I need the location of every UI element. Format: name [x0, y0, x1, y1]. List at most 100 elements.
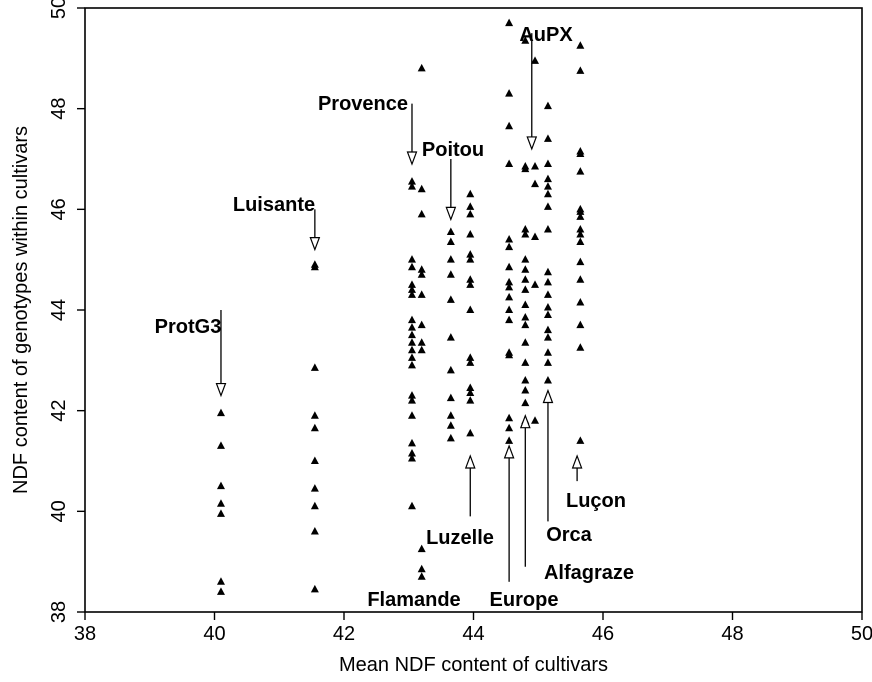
- data-point: [531, 56, 540, 64]
- data-point: [543, 302, 552, 311]
- data-point: [505, 262, 514, 271]
- y-tick-label: 46: [48, 198, 70, 220]
- x-tick-label: 46: [592, 623, 614, 645]
- data-point: [407, 290, 416, 298]
- data-point: [446, 237, 455, 246]
- cultivar-label: Provence: [318, 93, 408, 115]
- data-point: [521, 375, 530, 384]
- data-point: [543, 310, 552, 319]
- data-point: [576, 237, 585, 246]
- cultivar-label: ProtG3: [155, 316, 222, 338]
- data-point: [521, 338, 530, 346]
- data-point: [521, 320, 530, 329]
- data-point: [216, 577, 225, 585]
- data-point: [505, 235, 514, 243]
- data-point: [521, 36, 530, 44]
- data-point: [505, 292, 514, 301]
- cultivar-annotations: ProtG3 Luisante Provence Poitou AuPX Luzelle F…: [155, 24, 634, 611]
- data-point: [543, 333, 552, 341]
- data-point: [446, 421, 455, 429]
- cultivar-label: Europe: [490, 589, 559, 611]
- data-point: [505, 423, 514, 432]
- data-point: [407, 330, 416, 339]
- data-point: [417, 290, 426, 298]
- data-point: [466, 353, 475, 361]
- data-point: [466, 202, 475, 210]
- data-point: [407, 177, 416, 185]
- annotation-arrow-head: [406, 151, 418, 166]
- data-point: [521, 358, 530, 366]
- data-point: [543, 202, 552, 210]
- cultivar-label: Flamande: [367, 589, 460, 611]
- cultivar-label: Luisante: [233, 194, 315, 216]
- y-axis-title: NDF content of genotypes within cultivar…: [10, 126, 32, 494]
- data-point: [531, 280, 540, 288]
- data-point: [407, 182, 416, 190]
- data-point: [576, 320, 585, 329]
- data-point: [407, 453, 416, 462]
- data-point: [310, 501, 319, 510]
- x-tick-label: 40: [203, 623, 225, 645]
- data-point: [407, 411, 416, 419]
- cultivar-label: AuPX: [519, 24, 573, 46]
- data-point: [505, 277, 514, 286]
- data-point: [576, 207, 585, 215]
- x-axis-title: Mean NDF content of cultivars: [339, 654, 608, 676]
- y-tick-label: 38: [48, 601, 70, 623]
- axis-ticks: 38 40 42 44 46 48 50 38 40 42 44 46 48 50: [48, 0, 872, 645]
- data-point: [466, 388, 475, 397]
- annotation-arrow-head: [519, 413, 531, 429]
- data-point: [505, 413, 514, 422]
- data-point: [505, 121, 514, 130]
- data-point: [407, 323, 416, 331]
- data-point: [446, 227, 455, 235]
- data-point: [543, 101, 552, 110]
- data-point: [407, 315, 416, 324]
- data-point: [417, 345, 426, 354]
- data-point: [505, 159, 514, 168]
- data-point: [531, 179, 540, 188]
- data-point: [531, 232, 540, 241]
- cultivar-label: Luçon: [566, 490, 626, 512]
- data-point: [417, 63, 426, 72]
- data-point: [310, 411, 319, 419]
- data-point: [543, 159, 552, 168]
- data-point: [576, 436, 585, 444]
- data-point: [466, 189, 475, 198]
- data-point: [446, 411, 455, 419]
- data-point: [446, 270, 455, 278]
- data-point: [505, 350, 514, 359]
- data-point: [521, 255, 530, 263]
- data-point: [543, 277, 552, 286]
- data-point: [543, 189, 552, 198]
- y-tick-label: 42: [48, 400, 70, 422]
- data-point: [446, 433, 455, 442]
- data-point: [310, 456, 319, 464]
- data-point: [407, 285, 416, 293]
- data-point: [446, 255, 455, 263]
- data-point: [466, 428, 475, 437]
- data-point: [417, 184, 426, 193]
- data-point: [521, 164, 530, 173]
- data-point: [407, 438, 416, 447]
- data-point: [407, 338, 416, 346]
- x-tick-label: 50: [851, 623, 872, 645]
- data-point: [521, 313, 530, 321]
- data-point: [531, 416, 540, 424]
- data-point: [505, 89, 514, 97]
- data-point: [466, 250, 475, 258]
- data-point: [407, 345, 416, 354]
- annotation-arrow-head: [526, 136, 538, 151]
- data-point: [521, 224, 530, 233]
- data-point: [466, 305, 475, 313]
- x-tick-label: 42: [333, 623, 355, 645]
- x-tick-label: 38: [74, 623, 96, 645]
- data-point: [310, 423, 319, 432]
- data-point: [407, 391, 416, 399]
- data-point: [576, 230, 585, 238]
- data-point: [576, 343, 585, 351]
- data-point: [216, 441, 225, 449]
- data-point: [505, 18, 514, 27]
- data-point: [407, 262, 416, 271]
- data-point: [521, 275, 530, 283]
